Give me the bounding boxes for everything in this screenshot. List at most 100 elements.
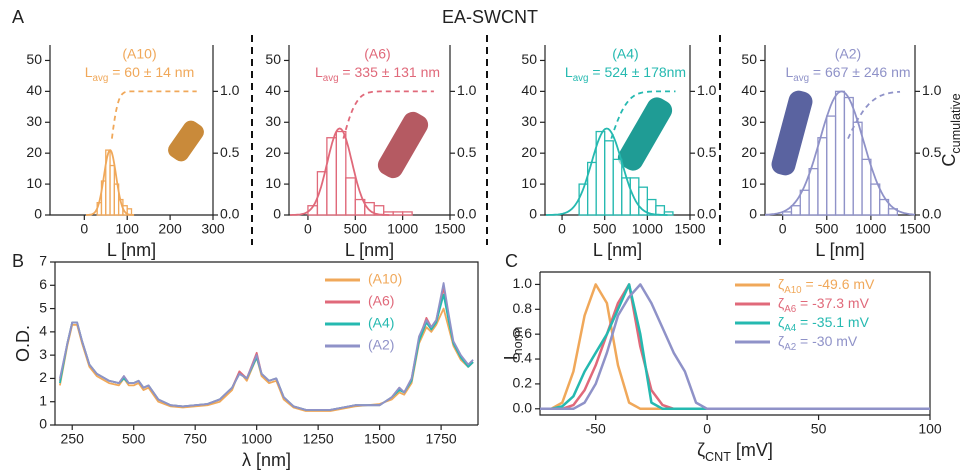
y2-tick-label: 0.0 [922,206,942,222]
figure-title: EA-SWCNT [442,7,538,27]
text-part: L [315,64,323,80]
y-tick-label: 1.0 [513,275,533,291]
x-tick-label: 1000 [632,221,663,237]
nanotube-icon [377,111,429,179]
text-part: = -37.3 mV [796,295,869,311]
histogram-bar [808,167,819,216]
histogram-bar [401,211,413,216]
x-tick-label: 750 [184,431,208,447]
cumulative-fit [847,90,901,139]
text-part: ζ [778,295,784,311]
histogram-bar [817,137,828,216]
histogram-subtitle: Lavg = 335 ± 131 nm [315,64,440,84]
nanotube-icon [617,97,673,171]
y-tick-label: 0 [529,206,537,222]
x-axis-label: L [nm] [345,240,394,260]
y-tick-label: 2 [39,369,47,385]
histogram-bar [663,211,674,216]
y-tick-label: 5 [39,299,47,315]
y-tick-label: 0.0 [513,399,533,415]
y2-tick-label: 0.5 [457,144,477,160]
histogram-bar [326,137,338,216]
y2-tick-label: 0.5 [697,144,717,160]
histogram-bar [834,90,846,216]
histogram-subtitle: Lavg = 524 ± 178nm [565,64,686,84]
legend-label: ζA4 = -35.1 mV [778,314,870,334]
x-tick-label: 0 [558,221,566,237]
y-tick-label: 0 [39,416,47,432]
x-tick-label: -50 [586,421,606,437]
nanotube-icon [168,120,204,162]
nanotube-icon [771,90,813,176]
histogram-bar [790,205,801,216]
y-tick-label: 40 [741,82,757,98]
text-part: A4 [784,323,797,334]
histogram-bar [852,121,863,216]
y-tick-label: 0 [34,206,42,222]
y2-axis-label: Ccumulative [939,93,964,166]
panel: 0 500 1000 1500 0 10 20 30 40 50 0.0 0.5 1.0 (A2) [741,45,942,237]
histogram-subtitle: Lavg = 667 ± 246 nm [785,64,910,84]
text-part: [mV] [731,440,773,460]
axis-frame [539,272,930,416]
legend-label: ζA10 = -49.6 mV [778,276,875,296]
y-tick-label: 3 [39,346,47,362]
histogram-subtitle: Lavg = 60 ± 14 nm [85,64,195,84]
x-tick-label: 300 [201,221,225,237]
y2-tick-label: 0.0 [697,206,717,222]
gaussian-fit [86,149,135,216]
y-tick-label: 20 [741,144,757,160]
y-tick-label: 40 [521,82,537,98]
text-part: norm [511,327,525,356]
histogram-bar [887,208,899,216]
text-part: = -35.1 mV [796,314,869,330]
y2-tick-label: 1.0 [922,82,942,98]
x-tick-label: 500 [122,431,146,447]
text-part: avg [323,73,339,84]
x-tick-label: 1500 [434,221,465,237]
y-tick-label: 6 [39,276,47,292]
text-part: L [85,64,93,80]
x-tick-label: 1250 [303,431,334,447]
x-tick-label: 0 [779,221,787,237]
histogram-bar [612,158,623,216]
text-part: A2 [784,342,796,353]
histogram-bar [861,158,872,216]
x-axis-label: L [nm] [593,240,642,260]
text-part: = -49.6 mV [802,276,875,292]
text-part: ζ [697,440,705,460]
text-part: = 667 ± 246 nm [809,64,910,80]
text-part: avg [573,73,589,84]
series-line [59,307,474,412]
histogram-bar [826,115,837,216]
panel: 0 500 1000 1500 0 10 20 30 40 50 0.0 0.5 1.0 (A4) [521,45,717,237]
text-part: A6 [784,304,797,315]
y-tick-label: 0.6 [513,325,533,341]
text-part: avg [93,73,109,84]
x-tick-label: 100 [116,221,140,237]
y-tick-label: 40 [26,82,42,98]
text-part: CNT [705,450,731,464]
y2-tick-label: 0.0 [220,206,240,222]
panel-label: C [505,251,518,271]
x-tick-label: 1750 [426,431,457,447]
histogram-title: (A10) [122,46,156,62]
text-part: A10 [784,285,802,296]
y-axis-label: Inorm [501,327,526,361]
x-tick-label: 50 [811,421,827,437]
y-tick-label: 50 [741,51,757,67]
y-tick-label: 20 [26,144,42,160]
x-tick-label: 500 [344,221,368,237]
legend-label: ζA6 = -37.3 mV [778,295,870,315]
text-part: = 335 ± 131 nm [339,64,440,80]
text-part: avg [793,73,809,84]
panel: 0 500 1000 1500 0 10 20 30 40 50 0.0 0.5 1.0 (A6) [265,45,477,237]
histogram-bar [629,177,640,216]
y-tick-label: 7 [39,253,47,269]
y2-tick-label: 1.0 [697,82,717,98]
series-line [59,286,474,411]
gaussian-fit [546,127,668,216]
y-tick-label: 0 [749,206,757,222]
panel-label: A [12,7,24,27]
x-axis-label: L [nm] [107,240,156,260]
